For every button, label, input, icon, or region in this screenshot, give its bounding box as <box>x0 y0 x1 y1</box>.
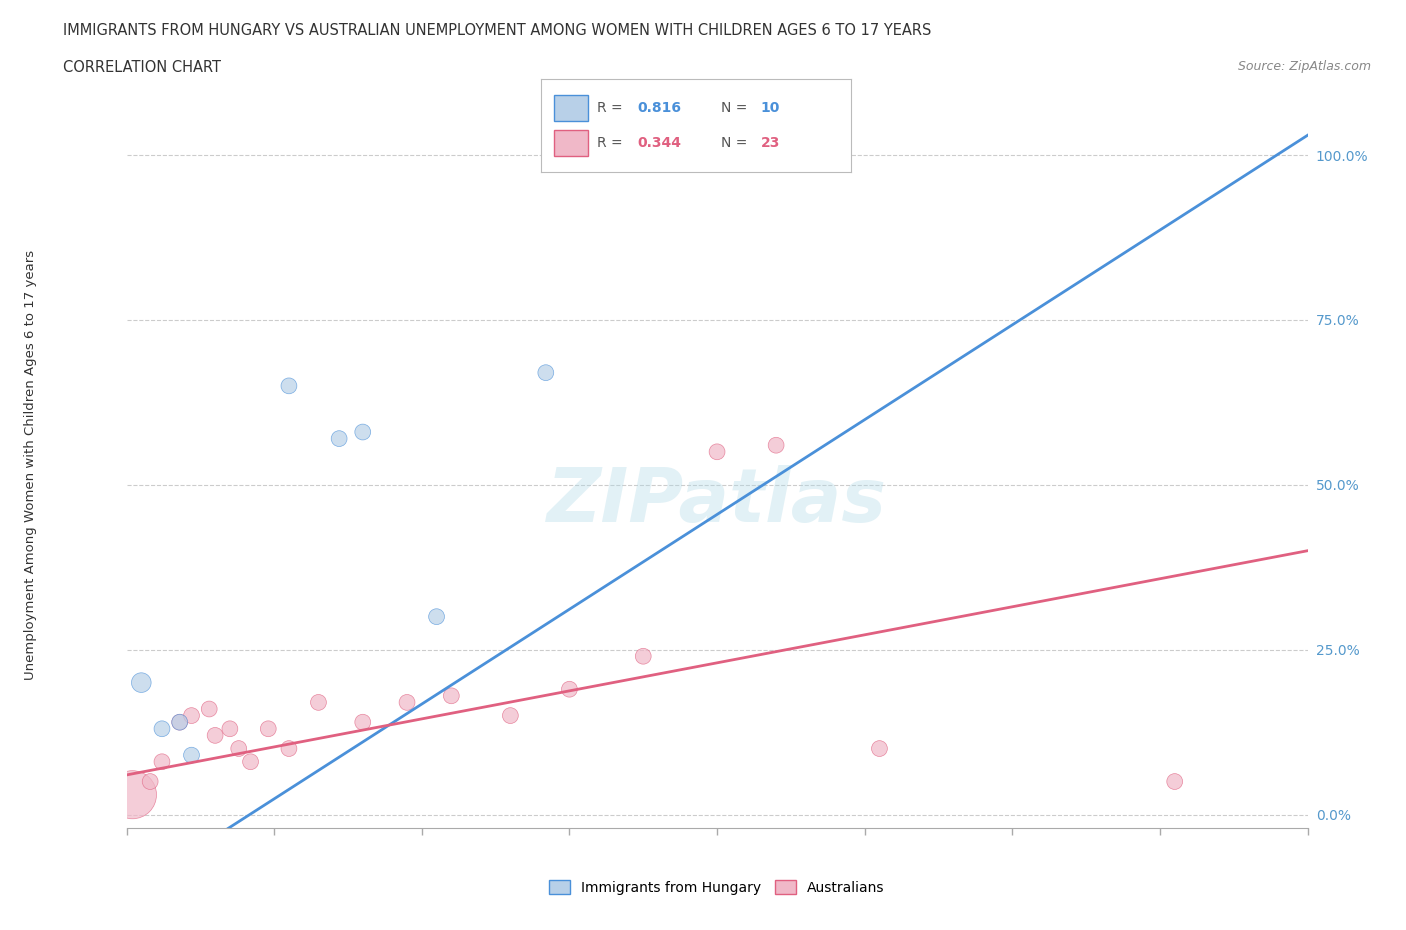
Text: 10: 10 <box>761 101 780 115</box>
Text: IMMIGRANTS FROM HUNGARY VS AUSTRALIAN UNEMPLOYMENT AMONG WOMEN WITH CHILDREN AGE: IMMIGRANTS FROM HUNGARY VS AUSTRALIAN UN… <box>63 23 932 38</box>
Legend: Immigrants from Hungary, Australians: Immigrants from Hungary, Australians <box>544 874 890 900</box>
Text: ZIPatlas: ZIPatlas <box>547 465 887 538</box>
Point <box>307 695 329 710</box>
Point <box>765 438 787 453</box>
Point <box>150 754 173 769</box>
Text: 0.344: 0.344 <box>637 136 681 150</box>
Text: Source: ZipAtlas.com: Source: ZipAtlas.com <box>1237 60 1371 73</box>
Point <box>129 675 153 690</box>
FancyBboxPatch shape <box>554 96 588 121</box>
Text: 23: 23 <box>761 136 780 150</box>
Point <box>198 701 221 716</box>
Point <box>868 741 891 756</box>
Point <box>499 708 522 723</box>
Text: Unemployment Among Women with Children Ages 6 to 17 years: Unemployment Among Women with Children A… <box>24 250 38 680</box>
Point <box>440 688 463 703</box>
Point <box>169 715 191 730</box>
Point <box>328 432 350 446</box>
Point <box>396 695 419 710</box>
Text: CORRELATION CHART: CORRELATION CHART <box>63 60 221 75</box>
FancyBboxPatch shape <box>554 130 588 156</box>
Point <box>121 788 143 803</box>
Text: R =: R = <box>598 136 627 150</box>
Point <box>180 748 202 763</box>
Point <box>278 379 301 393</box>
Point <box>239 754 262 769</box>
Text: R =: R = <box>598 101 627 115</box>
Point <box>534 365 557 380</box>
Point <box>228 741 250 756</box>
Point <box>558 682 581 697</box>
Point <box>257 722 280 737</box>
Text: 0.816: 0.816 <box>637 101 681 115</box>
Point <box>1164 774 1187 789</box>
Point <box>706 445 728 459</box>
Point <box>180 708 202 723</box>
Point <box>169 715 191 730</box>
Point <box>352 715 374 730</box>
Point <box>352 425 374 440</box>
Point <box>425 609 447 624</box>
Point <box>278 741 301 756</box>
Point <box>218 722 242 737</box>
Point <box>139 774 162 789</box>
Point <box>631 649 654 664</box>
Text: N =: N = <box>721 101 751 115</box>
Text: N =: N = <box>721 136 751 150</box>
Point <box>150 722 173 737</box>
Point <box>204 728 226 743</box>
